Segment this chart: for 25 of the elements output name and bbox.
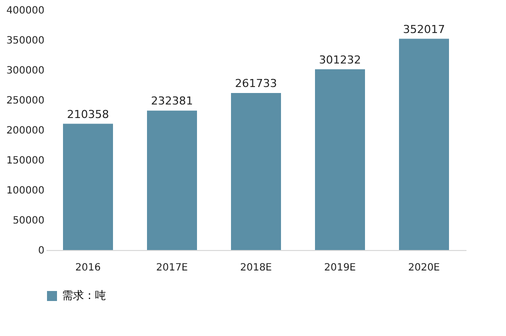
x-tick-label: 2020E [408,262,440,274]
y-tick-label: 300000 [6,66,44,76]
y-tick-label: 250000 [6,96,44,106]
bar [231,92,281,250]
legend-label: 需求：吨 [62,289,106,302]
x-tick-label: 2017E [156,262,188,274]
y-tick-label: 50000 [12,216,44,226]
y-tick-label: 200000 [6,126,44,136]
data-label: 232381 [151,94,193,108]
x-tick-label: 2016 [75,262,101,274]
data-label: 210358 [67,108,109,121]
x-tick-label: 2018E [240,262,272,274]
x-tick-label: 2019E [324,262,356,274]
y-tick-label: 150000 [6,156,44,166]
data-label: 352017 [403,22,445,36]
bar [147,110,197,250]
data-label: 261733 [235,76,277,90]
y-tick-label: 0 [38,246,44,256]
bar [399,38,449,250]
data-label: 301232 [319,53,361,66]
y-tick-label: 400000 [6,6,44,16]
y-tick-label: 350000 [6,36,44,46]
y-tick-label: 100000 [6,186,44,196]
bar [63,124,113,250]
bar [315,69,365,250]
